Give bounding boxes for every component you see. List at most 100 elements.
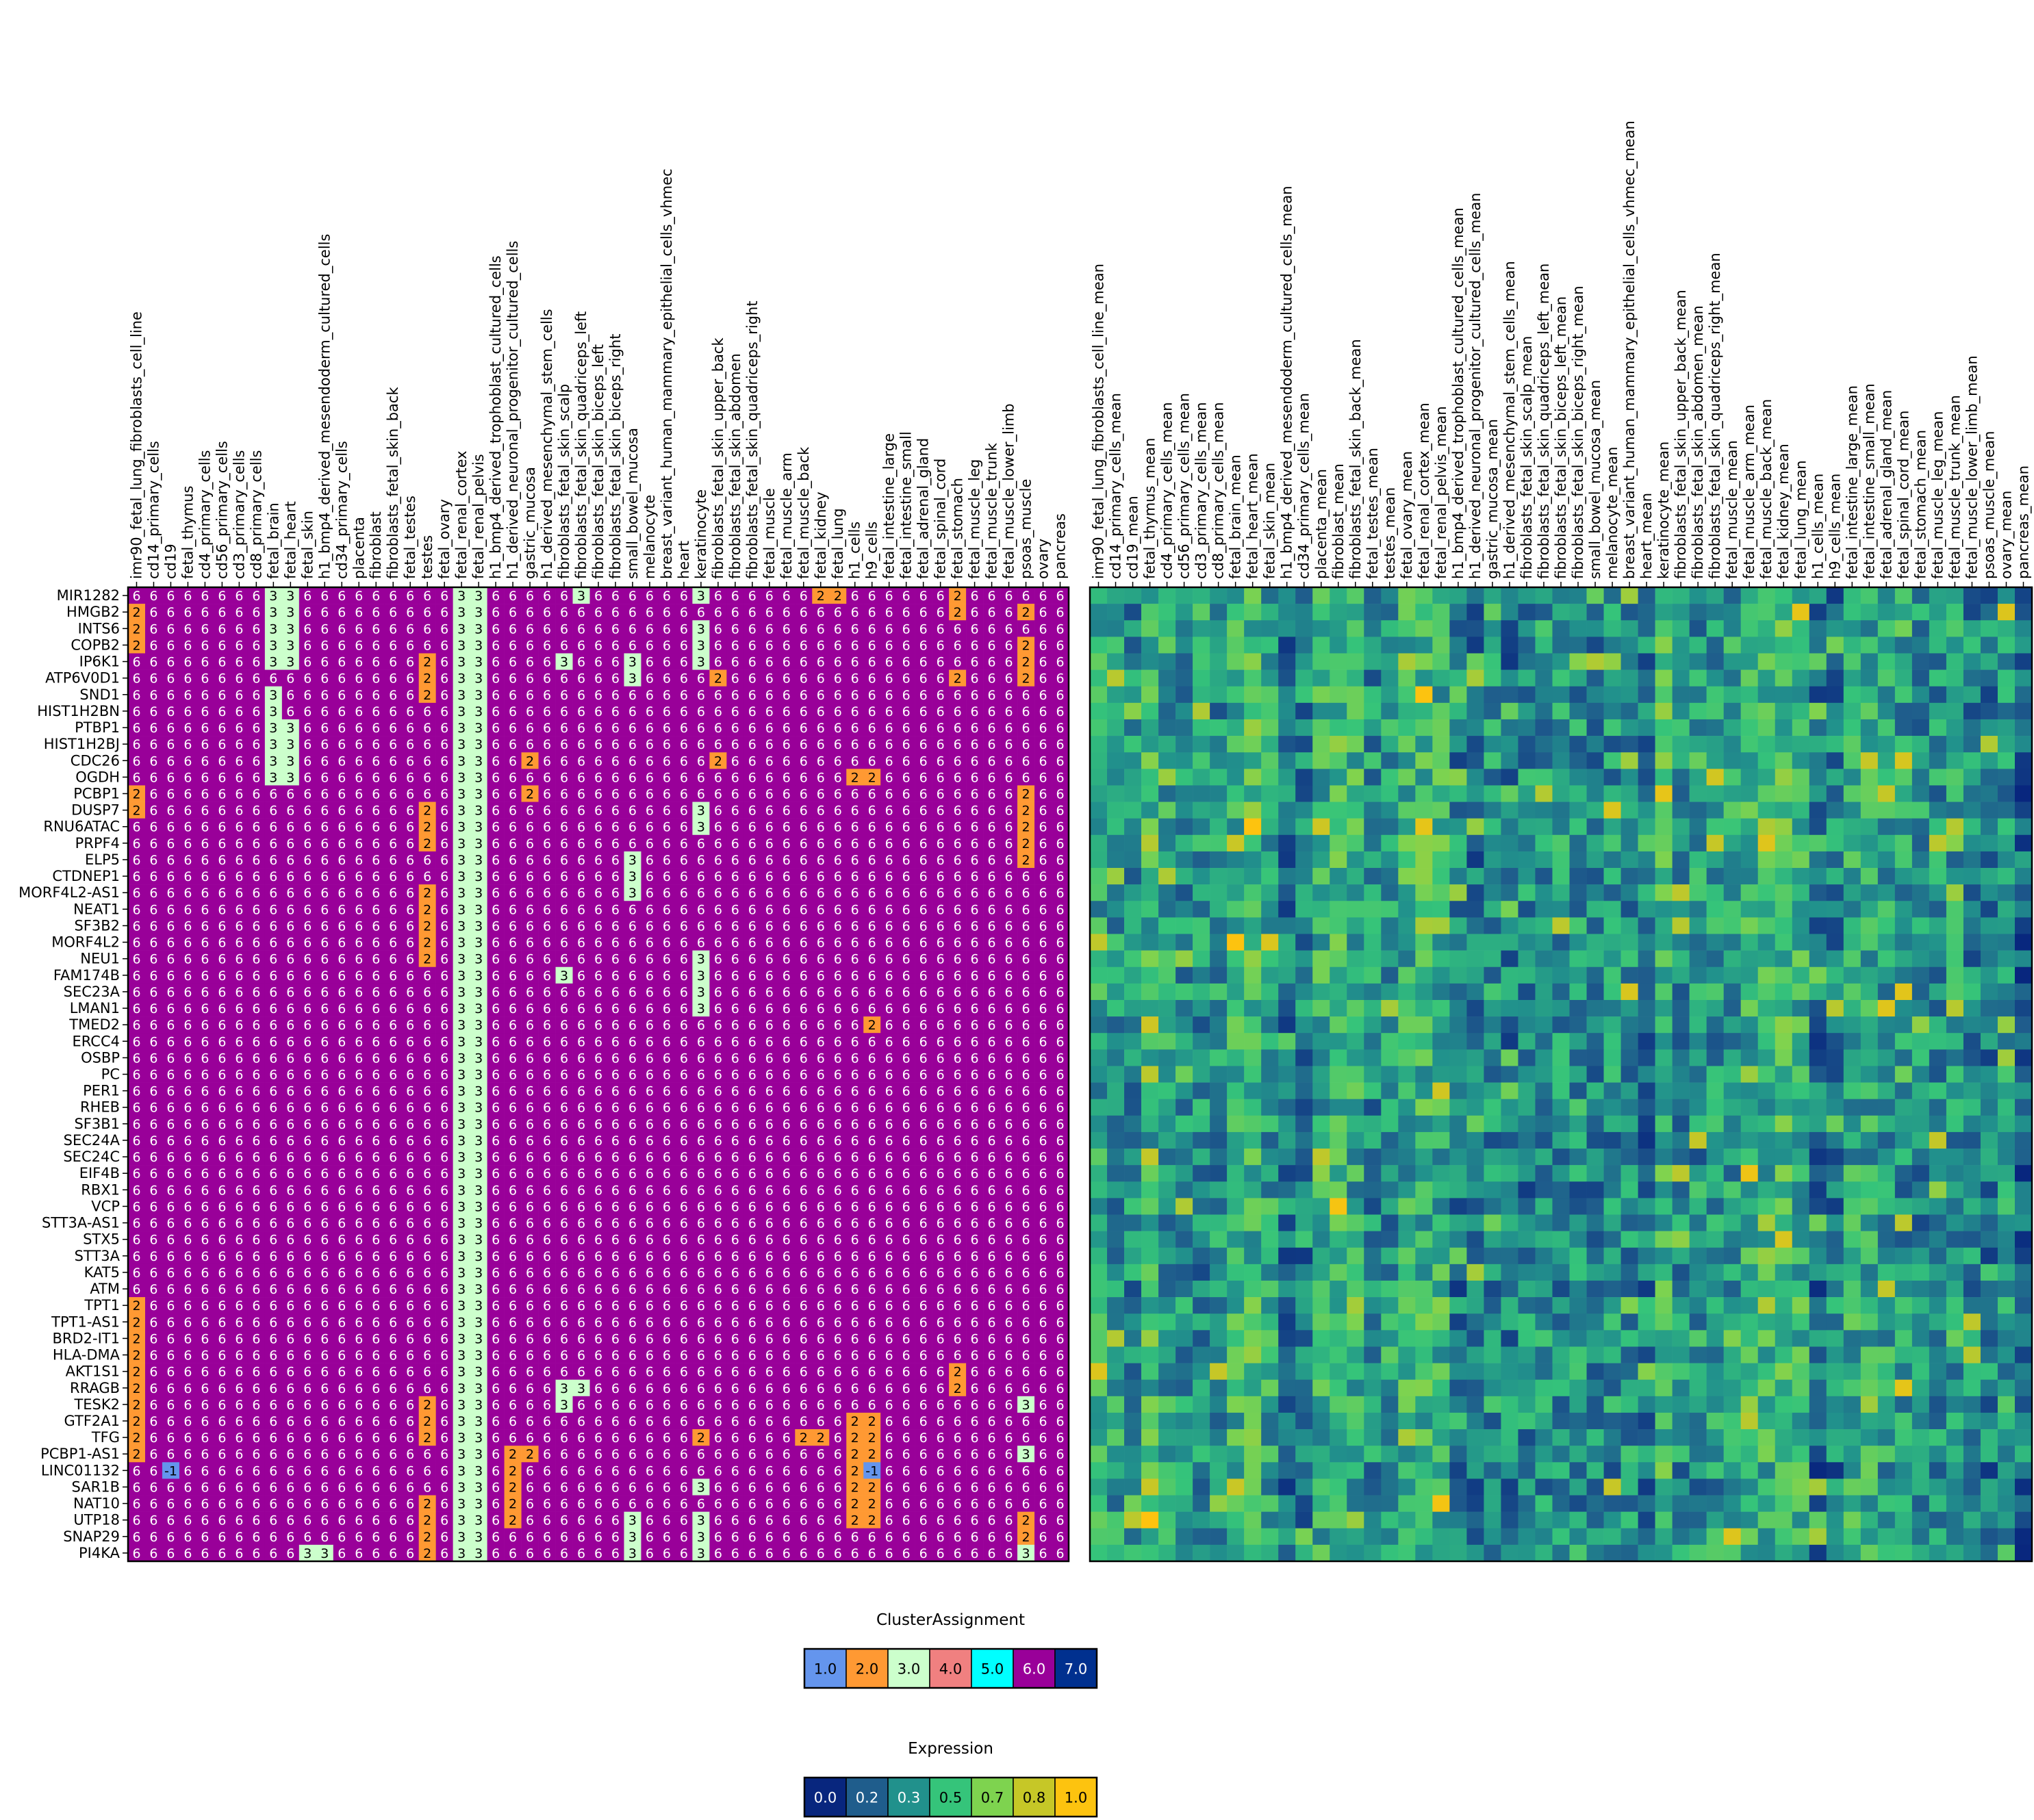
cluster-cell-label: 3 <box>269 655 277 670</box>
cluster-cell-label: 6 <box>868 804 876 819</box>
cluster-cell-label: 6 <box>269 1315 277 1330</box>
cluster-cell-label: 6 <box>731 1034 739 1049</box>
cluster-cell-label: 3 <box>457 1101 466 1116</box>
cluster-cell-label: 6 <box>834 1282 842 1297</box>
cluster-cell <box>555 604 573 621</box>
cluster-cell-label: 6 <box>132 1001 140 1016</box>
cluster-cell-label: 6 <box>526 952 534 967</box>
cluster-cell-label: 6 <box>166 1101 175 1116</box>
cluster-cell-label: 6 <box>594 1084 602 1099</box>
cluster-cell-label: 6 <box>355 754 363 769</box>
cluster-cell-label: 6 <box>885 737 893 752</box>
cluster-cell-label: 6 <box>183 804 192 819</box>
cluster-cell-label: 6 <box>902 1216 911 1231</box>
cluster-cell-label: 6 <box>252 688 260 703</box>
cluster-cell-label: 6 <box>885 1084 893 1099</box>
cluster-cell-label: 6 <box>286 786 294 802</box>
cluster-cell <box>846 620 864 637</box>
cluster-cell-label: 6 <box>1005 1133 1013 1149</box>
cluster-cell <box>401 669 419 687</box>
cluster-cell-label: 6 <box>149 1331 157 1346</box>
cluster-cell-label: 6 <box>492 1084 500 1099</box>
cluster-cell-label: 3 <box>269 638 277 653</box>
cluster-cell-label: 6 <box>252 1266 260 1281</box>
cluster-cell-label: 6 <box>988 886 996 901</box>
cluster-cell-label: 6 <box>338 804 346 819</box>
cluster-cell-label: 6 <box>355 1233 363 1248</box>
cluster-cell-label: 2 <box>423 936 431 951</box>
cluster-cell-label: 6 <box>851 869 859 884</box>
cluster-cell-label: 6 <box>1056 1266 1064 1281</box>
cluster-cell-label: 6 <box>543 737 551 752</box>
cluster-cell-label: 6 <box>868 1282 876 1297</box>
cluster-cell-label: 6 <box>286 902 294 917</box>
cluster-cell-label: 6 <box>714 704 722 719</box>
cluster-cell-label: 6 <box>919 1001 928 1016</box>
cluster-cell-label: 6 <box>868 853 876 868</box>
cluster-cell-label: 6 <box>697 1117 705 1132</box>
cluster-cell-label: 6 <box>492 786 500 802</box>
cluster-cell-label: 2 <box>423 655 431 670</box>
cluster-cell-label: 6 <box>954 952 962 967</box>
cluster-cell-label: 6 <box>132 1216 140 1231</box>
cluster-cell-label: 6 <box>937 655 945 670</box>
cluster-cell-label: 6 <box>543 688 551 703</box>
cluster-cell-label: 6 <box>235 1298 243 1313</box>
cluster-cell-label: 6 <box>1056 902 1064 917</box>
cluster-cell-label: 6 <box>817 1315 825 1330</box>
cluster-cell-label: 6 <box>372 1249 380 1264</box>
cluster-cell-label: 6 <box>526 1101 534 1116</box>
cluster-cell-label: 6 <box>235 1068 243 1083</box>
cluster-cell-label: 6 <box>372 936 380 951</box>
cluster-cell-label: 3 <box>457 1298 466 1313</box>
cluster-cell-label: 6 <box>697 786 705 802</box>
cluster-cell-label: 3 <box>474 952 483 967</box>
cluster-cell-label: 2 <box>423 902 431 917</box>
cluster-cell-label: 6 <box>748 1266 757 1281</box>
cluster-cell-label: 6 <box>509 671 517 687</box>
cluster-cell-label: 6 <box>834 985 842 1000</box>
cluster-cell-label: 6 <box>320 1051 329 1066</box>
cluster-cell-label: 6 <box>663 919 671 934</box>
cluster-cell-label: 6 <box>183 1117 192 1132</box>
cluster-cell-label: 6 <box>166 754 175 769</box>
cluster-cell <box>230 620 249 637</box>
cluster-cell-label: 6 <box>320 985 329 1000</box>
cluster-cell-label: 6 <box>132 1150 140 1165</box>
cluster-cell-label: 6 <box>492 605 500 620</box>
cluster-cell-label: 6 <box>628 770 637 785</box>
cluster-cell-label: 6 <box>423 1315 431 1330</box>
cluster-cell-label: 6 <box>560 836 568 851</box>
cluster-cell-label: 6 <box>680 1084 688 1099</box>
cluster-cell-label: 6 <box>183 786 192 802</box>
cluster-cell-label: 6 <box>560 1233 568 1248</box>
cluster-cell-label: 6 <box>594 589 602 604</box>
cluster-cell-label: 6 <box>372 1315 380 1330</box>
cluster-cell-label: 6 <box>492 1034 500 1049</box>
cluster-cell-label: 6 <box>543 704 551 719</box>
cluster-cell-label: 6 <box>902 1101 911 1116</box>
cluster-cell-label: 6 <box>543 804 551 819</box>
cluster-cell-label: 6 <box>509 1233 517 1248</box>
cluster-cell-label: 6 <box>183 902 192 917</box>
cluster-cell-label: 6 <box>543 902 551 917</box>
cluster-cell-label: 6 <box>252 886 260 901</box>
cluster-cell-label: 6 <box>201 1249 209 1264</box>
cluster-cell-label: 6 <box>731 589 739 604</box>
cluster-cell-label: 6 <box>594 1101 602 1116</box>
cluster-cell-label: 6 <box>594 1298 602 1313</box>
cluster-cell-label: 6 <box>560 1051 568 1066</box>
cluster-cell <box>761 587 778 604</box>
cluster-cell-label: 6 <box>492 589 500 604</box>
cluster-cell <box>1034 587 1052 604</box>
cluster-cell-label: 3 <box>697 655 705 670</box>
cluster-cell-label: 6 <box>971 655 979 670</box>
cluster-cell-label: 6 <box>988 1117 996 1132</box>
cluster-cell-label: 6 <box>748 671 757 687</box>
cluster-cell-label: 6 <box>492 804 500 819</box>
cluster-cell-label: 6 <box>817 704 825 719</box>
cluster-cell-label: 6 <box>783 1034 791 1049</box>
cluster-cell-label: 6 <box>303 786 312 802</box>
cluster-cell <box>572 604 590 621</box>
cluster-cell-label: 6 <box>971 1117 979 1132</box>
